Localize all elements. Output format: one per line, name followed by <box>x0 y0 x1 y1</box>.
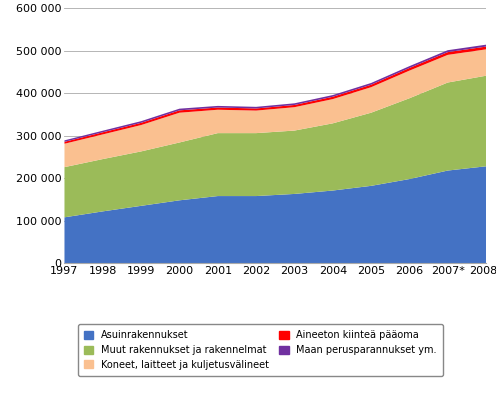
Legend: Asuinrakennukset, Muut rakennukset ja rakennelmat, Koneet, laitteet ja kuljetusv: Asuinrakennukset, Muut rakennukset ja ra… <box>78 324 442 375</box>
